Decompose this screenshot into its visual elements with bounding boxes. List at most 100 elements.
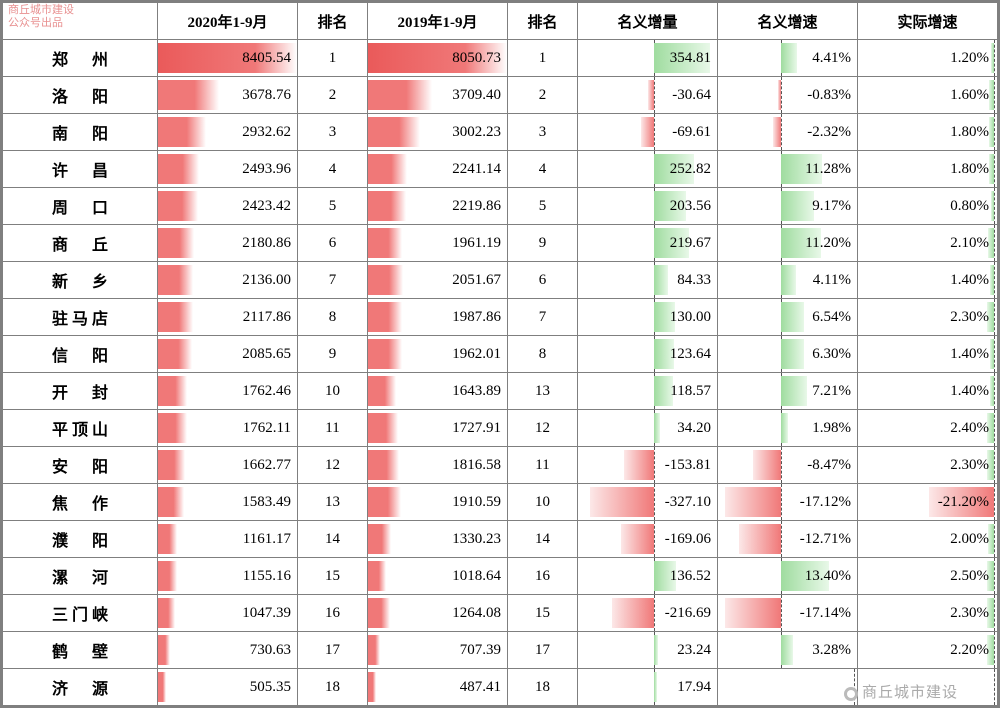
rate-cell: 2.30%	[858, 299, 998, 336]
rank-2019: 5	[508, 188, 578, 225]
value-bar-cell: 2180.86	[158, 225, 298, 262]
value-bar-cell: 1962.01	[368, 336, 508, 373]
city-name: 开 封	[3, 373, 158, 410]
rate-cell: 1.40%	[858, 336, 998, 373]
value-bar-cell: 2051.67	[368, 262, 508, 299]
rank-2020: 9	[298, 336, 368, 373]
diverge-cell: 136.52	[578, 558, 718, 595]
diverge-cell: 17.94	[578, 669, 718, 706]
rank-2020: 7	[298, 262, 368, 299]
rank-2019: 11	[508, 447, 578, 484]
value-bar-cell: 3678.76	[158, 77, 298, 114]
diverge-cell: 118.57	[578, 373, 718, 410]
col-header-2: 排名	[298, 3, 368, 40]
diverge-cell: 9.17%	[718, 188, 858, 225]
value-bar-cell: 1018.64	[368, 558, 508, 595]
value-bar-cell: 2117.86	[158, 299, 298, 336]
rate-cell: 1.80%	[858, 151, 998, 188]
value-bar-cell: 1762.46	[158, 373, 298, 410]
rate-cell: 1.60%	[858, 77, 998, 114]
rank-2019: 8	[508, 336, 578, 373]
rank-2020: 14	[298, 521, 368, 558]
table-row: 漯 河1155.16151018.6416136.5213.40%2.50%	[3, 558, 998, 595]
table-row: 商 丘2180.8661961.199219.6711.20%2.10%	[3, 225, 998, 262]
city-name: 许 昌	[3, 151, 158, 188]
value-bar-cell: 8050.73	[368, 40, 508, 77]
rank-2019: 16	[508, 558, 578, 595]
diverge-cell: 23.24	[578, 632, 718, 669]
city-name: 信 阳	[3, 336, 158, 373]
gdp-table: 2020年1-9月排名2019年1-9月排名名义增量名义增速实际增速 郑 州84…	[2, 2, 998, 706]
table-row: 安 阳1662.77121816.5811-153.81-8.47%2.30%	[3, 447, 998, 484]
city-name: 焦 作	[3, 484, 158, 521]
rate-cell: 2.40%	[858, 410, 998, 447]
diverge-cell: 4.11%	[718, 262, 858, 299]
diverge-cell: 1.98%	[718, 410, 858, 447]
value-bar-cell: 730.63	[158, 632, 298, 669]
rank-2019: 7	[508, 299, 578, 336]
table-row: 济 源505.3518487.411817.94	[3, 669, 998, 706]
rank-2020: 5	[298, 188, 368, 225]
diverge-cell: 13.40%	[718, 558, 858, 595]
diverge-cell: -17.12%	[718, 484, 858, 521]
value-bar-cell: 1047.39	[158, 595, 298, 632]
rank-2019: 14	[508, 521, 578, 558]
diverge-cell: -17.14%	[718, 595, 858, 632]
rate-cell: 2.50%	[858, 558, 998, 595]
rate-cell: 1.20%	[858, 40, 998, 77]
value-bar-cell: 1727.91	[368, 410, 508, 447]
value-bar-cell: 1643.89	[368, 373, 508, 410]
col-header-7: 实际增速	[858, 3, 998, 40]
rate-cell: -21.20%	[858, 484, 998, 521]
table-row: 驻马店2117.8681987.867130.006.54%2.30%	[3, 299, 998, 336]
diverge-cell: -153.81	[578, 447, 718, 484]
rate-cell: 2.30%	[858, 595, 998, 632]
value-bar-cell: 1155.16	[158, 558, 298, 595]
city-name: 济 源	[3, 669, 158, 706]
diverge-cell: 6.30%	[718, 336, 858, 373]
col-header-5: 名义增量	[578, 3, 718, 40]
diverge-cell: 130.00	[578, 299, 718, 336]
city-name: 郑 州	[3, 40, 158, 77]
rank-2019: 10	[508, 484, 578, 521]
rank-2020: 18	[298, 669, 368, 706]
city-name: 南 阳	[3, 114, 158, 151]
value-bar-cell: 1910.59	[368, 484, 508, 521]
table-row: 新 乡2136.0072051.67684.334.11%1.40%	[3, 262, 998, 299]
value-bar-cell: 2493.96	[158, 151, 298, 188]
col-header-3: 2019年1-9月	[368, 3, 508, 40]
table-row: 三门峡1047.39161264.0815-216.69-17.14%2.30%	[3, 595, 998, 632]
rank-2020: 1	[298, 40, 368, 77]
value-bar-cell: 707.39	[368, 632, 508, 669]
value-bar-cell: 1987.86	[368, 299, 508, 336]
diverge-cell: 219.67	[578, 225, 718, 262]
table-row: 信 阳2085.6591962.018123.646.30%1.40%	[3, 336, 998, 373]
diverge-cell: 7.21%	[718, 373, 858, 410]
rank-2019: 18	[508, 669, 578, 706]
table-row: 焦 作1583.49131910.5910-327.10-17.12%-21.2…	[3, 484, 998, 521]
city-name: 周 口	[3, 188, 158, 225]
value-bar-cell: 3709.40	[368, 77, 508, 114]
rank-2020: 8	[298, 299, 368, 336]
col-header-4: 排名	[508, 3, 578, 40]
rank-2020: 3	[298, 114, 368, 151]
rank-2020: 13	[298, 484, 368, 521]
gdp-table-wrap: 商丘城市建设 公众号出品 2020年1-9月排名2019年1-9月排名名义增量名…	[0, 0, 1000, 708]
rank-2019: 3	[508, 114, 578, 151]
diverge-cell: -327.10	[578, 484, 718, 521]
diverge-cell: 252.82	[578, 151, 718, 188]
diverge-cell: -30.64	[578, 77, 718, 114]
rank-2020: 10	[298, 373, 368, 410]
table-row: 周 口2423.4252219.865203.569.17%0.80%	[3, 188, 998, 225]
rank-2020: 6	[298, 225, 368, 262]
table-row: 南 阳2932.6233002.233-69.61-2.32%1.80%	[3, 114, 998, 151]
diverge-cell: 11.20%	[718, 225, 858, 262]
value-bar-cell: 1662.77	[158, 447, 298, 484]
table-row: 平顶山1762.11111727.911234.201.98%2.40%	[3, 410, 998, 447]
rate-cell: 0.80%	[858, 188, 998, 225]
rate-cell	[718, 669, 858, 706]
value-bar-cell: 487.41	[368, 669, 508, 706]
rank-2020: 12	[298, 447, 368, 484]
value-bar-cell: 1161.17	[158, 521, 298, 558]
rank-2019: 12	[508, 410, 578, 447]
